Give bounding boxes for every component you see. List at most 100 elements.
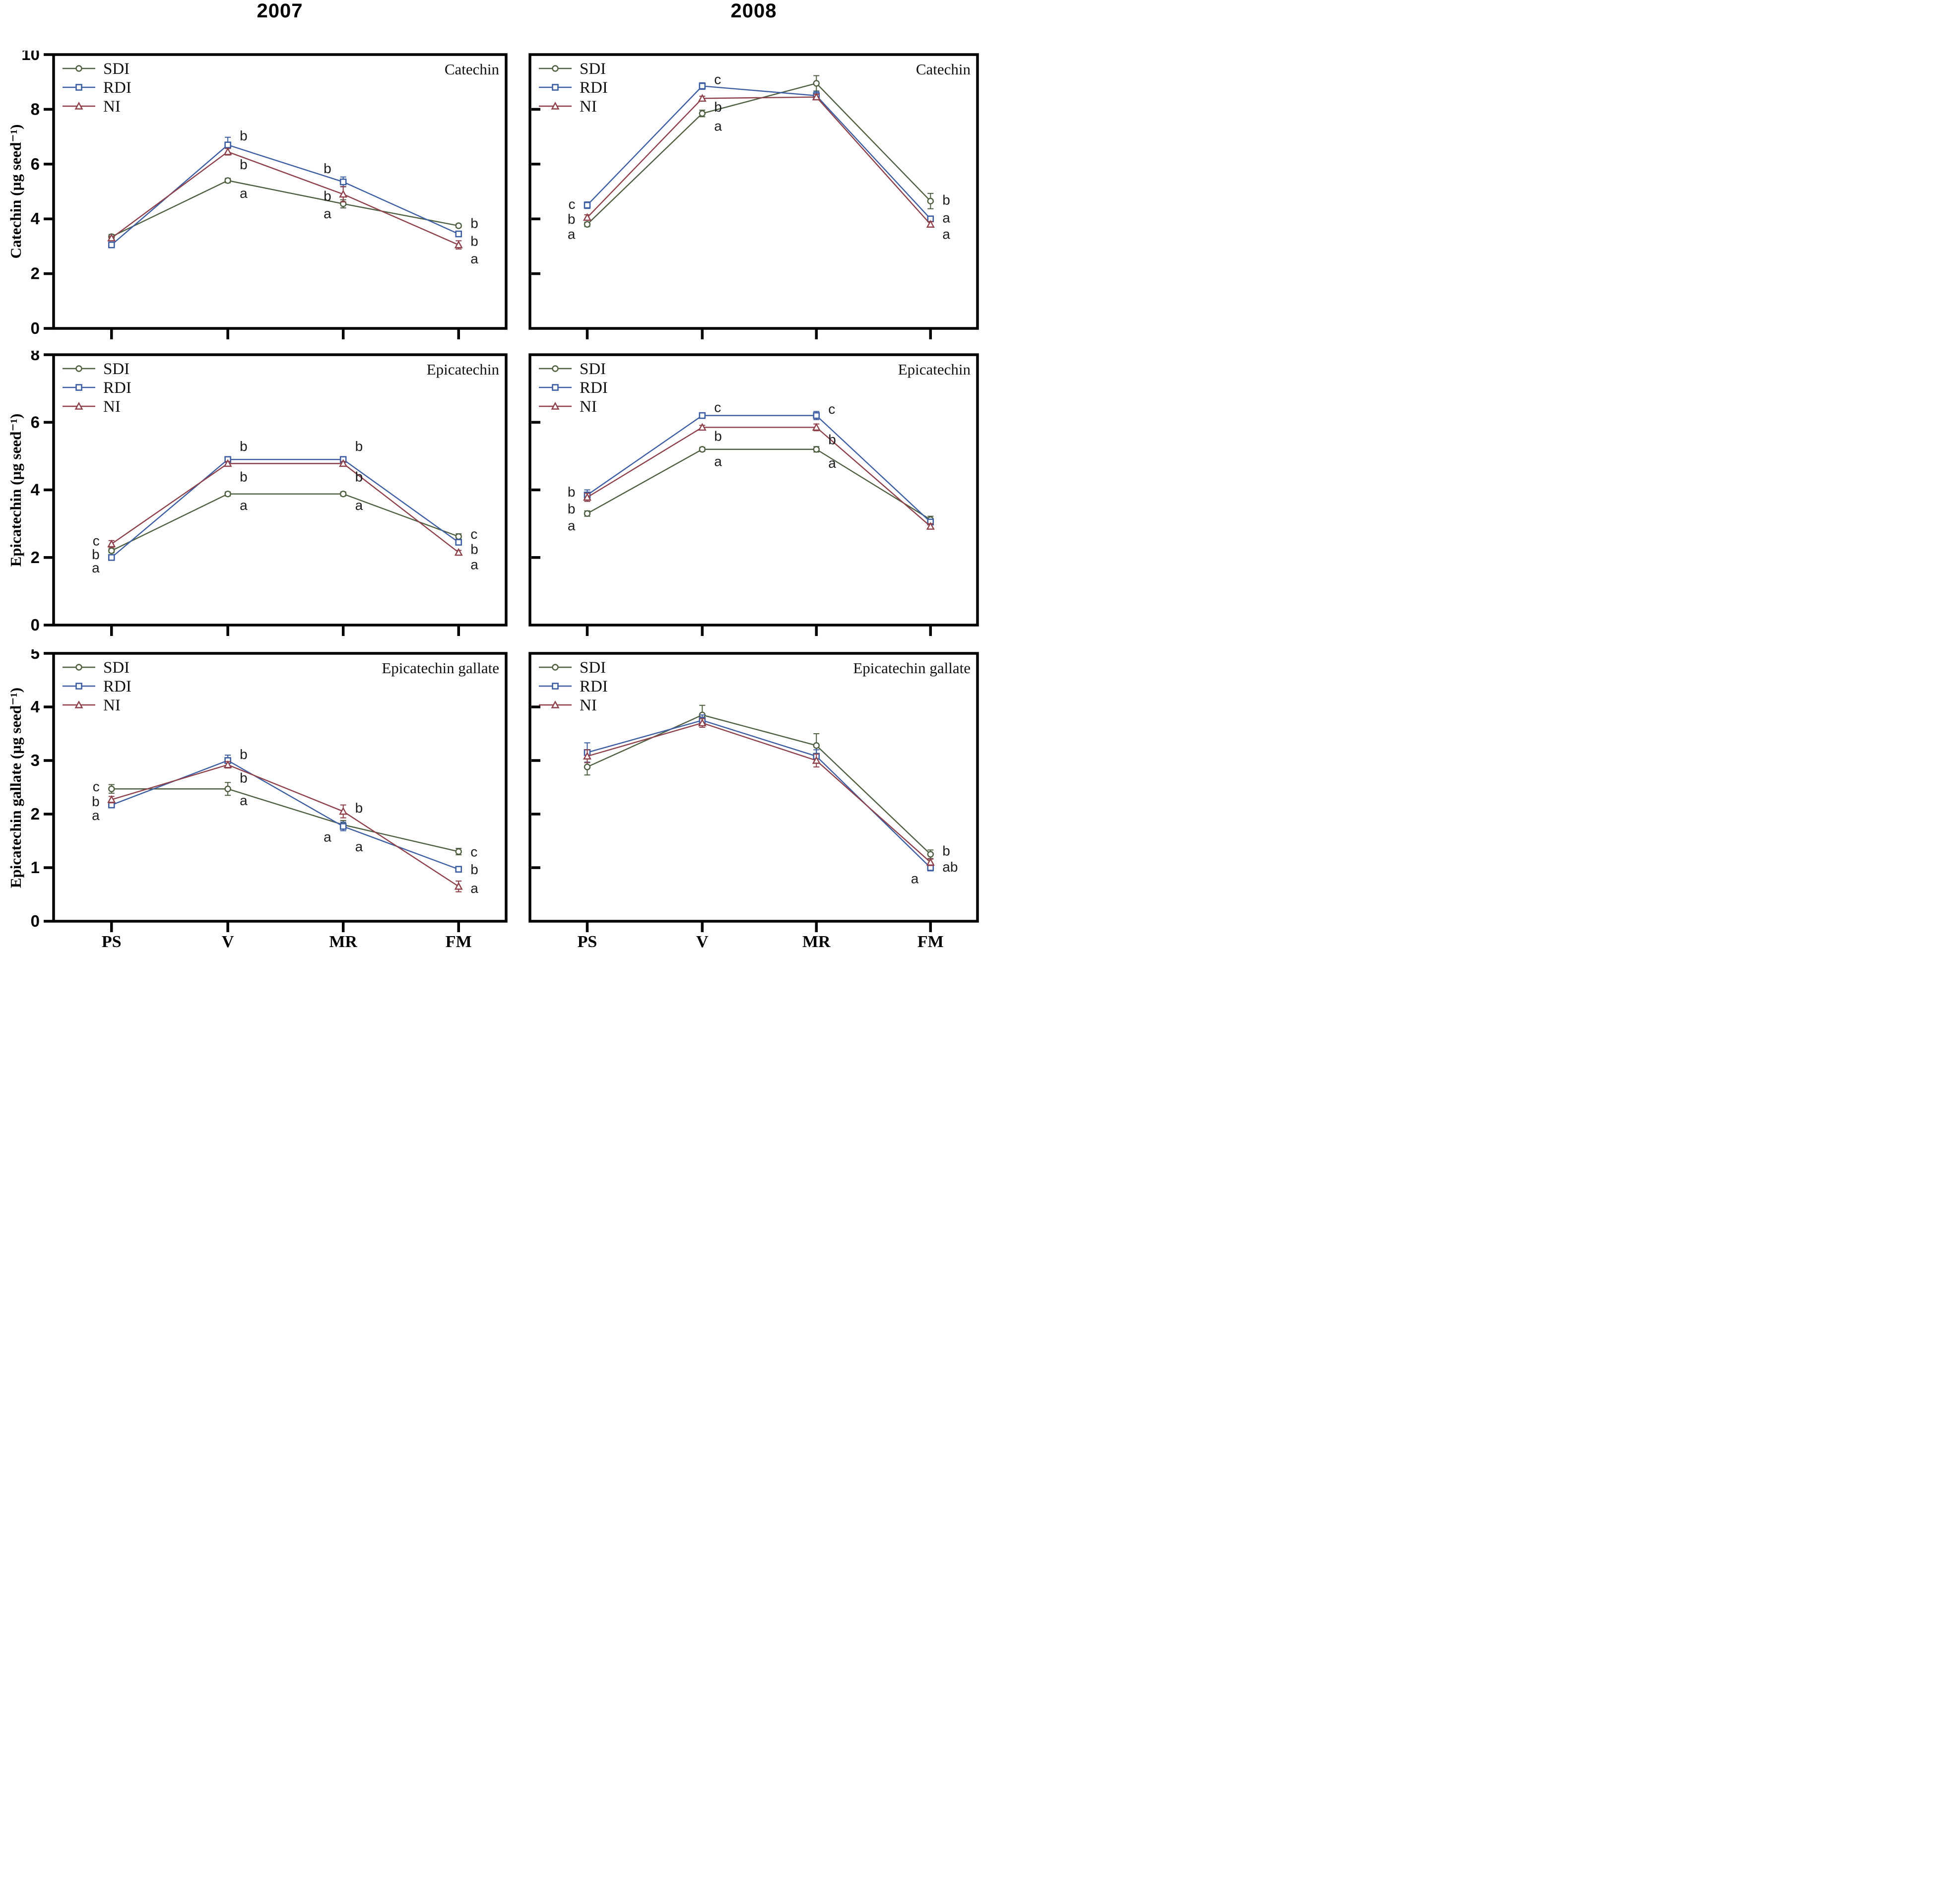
series-marker-circle bbox=[455, 848, 462, 855]
y-tick-label: 2 bbox=[31, 264, 40, 283]
y-tick-label: 8 bbox=[31, 351, 40, 364]
series-sdi bbox=[108, 177, 462, 240]
series-marker-square bbox=[108, 554, 115, 561]
significance-letter: a bbox=[240, 498, 248, 513]
significance-letter: b bbox=[355, 439, 363, 454]
series-marker-triangle bbox=[551, 101, 560, 110]
legend-label-rdi: RDI bbox=[580, 678, 608, 696]
series-marker-circle bbox=[927, 197, 934, 205]
significance-letter: a bbox=[355, 498, 363, 513]
series-marker-square bbox=[699, 82, 706, 90]
x-tick-label: MR bbox=[329, 933, 357, 950]
legend-label-ni: NI bbox=[103, 98, 121, 116]
series-line bbox=[587, 714, 931, 855]
series-line bbox=[587, 415, 931, 523]
significance-letter: b bbox=[568, 484, 576, 500]
x-axis-ticks: PS V MR FM bbox=[578, 922, 944, 950]
series-marker-square bbox=[584, 201, 591, 209]
legend-label-sdi: SDI bbox=[580, 60, 606, 78]
significance-letter: a bbox=[470, 881, 478, 896]
series-marker-circle bbox=[584, 510, 591, 517]
series-rdi bbox=[584, 411, 934, 526]
series-marker-triangle bbox=[812, 756, 821, 764]
series-marker-triangle bbox=[698, 718, 707, 727]
x-tick-label: FM bbox=[917, 933, 944, 950]
y-axis-ticks bbox=[531, 705, 540, 869]
y-tick-label: 6 bbox=[31, 155, 40, 173]
series-marker-triangle bbox=[583, 493, 591, 501]
significance-letter: b bbox=[92, 547, 100, 562]
y-tick-label: 3 bbox=[31, 751, 40, 769]
series-marker-triangle bbox=[339, 459, 348, 467]
chart-title: Epicatechin bbox=[898, 361, 971, 378]
significance-letter: b bbox=[324, 161, 331, 176]
series-marker-triangle bbox=[74, 101, 83, 110]
chart-title: Epicatechin bbox=[427, 361, 500, 378]
series-marker-square bbox=[813, 412, 820, 419]
series-marker-circle bbox=[224, 177, 231, 184]
y-axis-ticks: 0 2 4 6 8 bbox=[31, 351, 53, 634]
series-marker-square bbox=[75, 683, 82, 690]
series-marker-triangle bbox=[107, 233, 116, 242]
legend-label-ni: NI bbox=[103, 398, 121, 416]
series-sdi bbox=[584, 704, 934, 859]
significance-letter: b bbox=[240, 770, 248, 786]
series-line bbox=[587, 722, 931, 863]
series-sdi bbox=[108, 490, 462, 554]
series-marker-square bbox=[455, 866, 462, 873]
significance-letter: a bbox=[355, 839, 363, 854]
significance-letter: c bbox=[714, 72, 721, 87]
series-marker-square bbox=[552, 84, 559, 91]
x-axis-ticks bbox=[586, 329, 932, 339]
y-tick-label: 0 bbox=[31, 912, 40, 930]
y-axis-ticks: 0 2 4 6 8 10 bbox=[21, 51, 53, 337]
significance-letter: b bbox=[240, 439, 248, 454]
y-axis-ticks bbox=[531, 108, 540, 275]
series-rdi bbox=[584, 714, 934, 872]
significance-letter: a bbox=[714, 454, 722, 469]
series-marker-circle bbox=[699, 446, 706, 453]
series-line bbox=[587, 719, 931, 868]
figure-page: 2007 2008 Catechin (µg seed⁻¹) Epicatech… bbox=[0, 0, 979, 952]
significance-letter: a bbox=[324, 206, 331, 221]
significance-letter: b bbox=[714, 429, 722, 444]
significance-letter: a bbox=[568, 227, 576, 242]
series-marker-triangle bbox=[926, 522, 935, 530]
series-marker-circle bbox=[813, 80, 820, 87]
significance-letter: b bbox=[568, 501, 576, 516]
series-line bbox=[111, 144, 459, 246]
series-marker-triangle bbox=[551, 700, 560, 708]
series-marker-triangle bbox=[339, 190, 348, 198]
series-marker-circle bbox=[552, 65, 559, 72]
series-marker-triangle bbox=[339, 807, 348, 815]
series-marker-triangle bbox=[107, 539, 116, 548]
plot-box bbox=[528, 353, 979, 627]
series-ni bbox=[583, 423, 935, 530]
series-marker-circle bbox=[813, 446, 820, 453]
y-tick-label: 10 bbox=[21, 51, 40, 63]
significance-letter: b bbox=[240, 469, 248, 484]
series-marker-triangle bbox=[74, 401, 83, 410]
significance-letter: a bbox=[324, 829, 331, 844]
legend-label-sdi: SDI bbox=[103, 360, 130, 378]
y-tick-label: 2 bbox=[31, 805, 40, 823]
x-tick-label: FM bbox=[446, 933, 472, 950]
series-marker-triangle bbox=[812, 423, 821, 431]
series-marker-triangle bbox=[74, 700, 83, 708]
series-marker-circle bbox=[455, 222, 462, 229]
series-marker-triangle bbox=[551, 401, 560, 410]
series-ni bbox=[107, 147, 463, 250]
significance-letter: b bbox=[828, 432, 836, 447]
y-tick-label: 5 bbox=[31, 649, 40, 662]
significance-letters: bab a bbox=[911, 843, 958, 886]
significance-letter: ab bbox=[942, 859, 958, 875]
series-line bbox=[111, 458, 459, 558]
y-tick-label: 8 bbox=[31, 100, 40, 118]
legend-label-sdi: SDI bbox=[103, 60, 130, 78]
series-marker-triangle bbox=[698, 94, 707, 102]
